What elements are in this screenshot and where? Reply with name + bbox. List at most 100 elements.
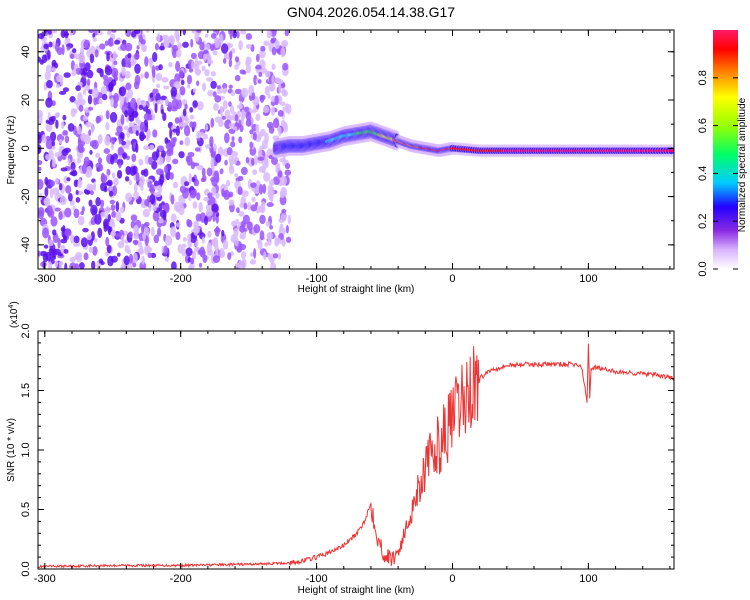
noise-speckle — [93, 181, 97, 192]
noise-speckle — [281, 39, 289, 48]
noise-speckle — [266, 30, 272, 39]
noise-speckle — [69, 256, 76, 263]
noise-speckle — [230, 141, 236, 148]
noise-speckle — [280, 213, 287, 222]
noise-speckle — [86, 78, 91, 86]
noise-speckle — [60, 238, 68, 244]
noise-speckle — [63, 147, 71, 153]
noise-speckle — [287, 214, 291, 225]
noise-speckle — [205, 203, 213, 212]
noise-speckle — [187, 219, 193, 228]
noise-speckle — [174, 30, 180, 39]
noise-speckle — [175, 125, 181, 137]
noise-speckle — [215, 225, 219, 234]
noise-speckle — [252, 132, 257, 141]
noise-speckle — [233, 227, 239, 238]
noise-speckle — [156, 99, 164, 105]
noise-speckle — [228, 30, 234, 35]
noise-speckle — [204, 69, 210, 77]
noise-speckle — [277, 170, 283, 178]
noise-speckle — [278, 126, 282, 137]
noise-speckle — [56, 47, 63, 56]
noise-speckle — [73, 235, 80, 244]
noise-speckle — [88, 106, 94, 111]
noise-speckle — [152, 52, 158, 63]
spectrogram-y-tick-label: 40 — [20, 46, 32, 58]
noise-speckle — [96, 30, 103, 36]
noise-speckle — [177, 42, 182, 50]
noise-speckle — [105, 122, 110, 131]
noise-speckle — [143, 145, 150, 151]
noise-speckle — [238, 40, 243, 51]
noise-speckle — [229, 104, 235, 114]
noise-speckle — [147, 252, 153, 258]
colorbar-tick-label: 0.6 — [697, 118, 709, 133]
spectrogram-x-axis-label: Height of straight line (km) — [298, 284, 415, 295]
noise-speckle — [143, 113, 152, 121]
noise-speckle — [106, 244, 112, 254]
noise-speckle — [38, 134, 42, 144]
noise-speckle — [239, 225, 246, 233]
noise-speckle — [274, 39, 280, 50]
noise-speckle — [48, 261, 53, 269]
noise-speckle — [54, 260, 59, 268]
noise-speckle — [152, 210, 160, 222]
noise-speckle — [135, 130, 139, 137]
noise-speckle — [284, 169, 292, 176]
noise-speckle — [228, 101, 232, 107]
noise-speckle — [157, 227, 162, 237]
noise-speckle — [66, 177, 71, 182]
noise-speckle — [62, 129, 69, 136]
noise-speckle — [277, 252, 282, 260]
noise-speckle — [193, 178, 200, 187]
noise-speckle — [205, 124, 209, 131]
noise-speckle — [259, 214, 266, 225]
noise-speckle — [156, 32, 161, 44]
noise-speckle — [75, 67, 82, 75]
noise-speckle — [87, 94, 93, 105]
noise-speckle — [55, 177, 59, 185]
noise-speckle — [188, 264, 193, 269]
noise-speckle — [92, 36, 97, 42]
noise-speckle — [111, 138, 116, 145]
noise-speckle — [125, 82, 132, 91]
noise-speckle — [93, 96, 98, 106]
noise-speckle — [78, 262, 85, 269]
noise-speckle — [139, 261, 147, 269]
noise-speckle — [124, 70, 131, 79]
noise-speckle — [263, 40, 270, 46]
noise-speckle — [113, 60, 118, 66]
noise-speckle — [52, 229, 57, 236]
noise-speckle — [75, 189, 79, 195]
noise-speckle — [154, 42, 159, 51]
noise-speckle — [240, 109, 246, 121]
noise-speckle — [205, 43, 211, 51]
noise-speckle — [141, 44, 148, 53]
noise-speckle — [108, 190, 114, 197]
noise-speckle — [124, 63, 131, 68]
noise-speckle — [207, 59, 214, 65]
noise-speckle — [97, 227, 103, 239]
noise-speckle — [223, 52, 228, 60]
noise-speckle — [148, 156, 153, 165]
snr-y-tick-label: 1.5 — [20, 383, 32, 398]
noise-speckle — [196, 130, 202, 139]
noise-speckle — [117, 146, 124, 156]
noise-speckle — [227, 43, 234, 48]
noise-speckle — [272, 253, 279, 259]
noise-speckle — [234, 64, 239, 70]
noise-speckle — [225, 179, 231, 187]
noise-speckle — [210, 117, 215, 128]
noise-speckle — [178, 151, 185, 159]
noise-speckle — [212, 255, 221, 264]
noise-speckle — [239, 202, 246, 208]
noise-speckle — [279, 175, 287, 186]
noise-speckle — [269, 85, 274, 92]
noise-speckle — [169, 172, 174, 180]
noise-speckle — [222, 99, 228, 110]
noise-speckle — [263, 172, 271, 182]
noise-speckle — [95, 115, 101, 124]
noise-speckle — [152, 129, 158, 138]
noise-speckle — [170, 226, 177, 238]
noise-speckle — [224, 132, 230, 144]
